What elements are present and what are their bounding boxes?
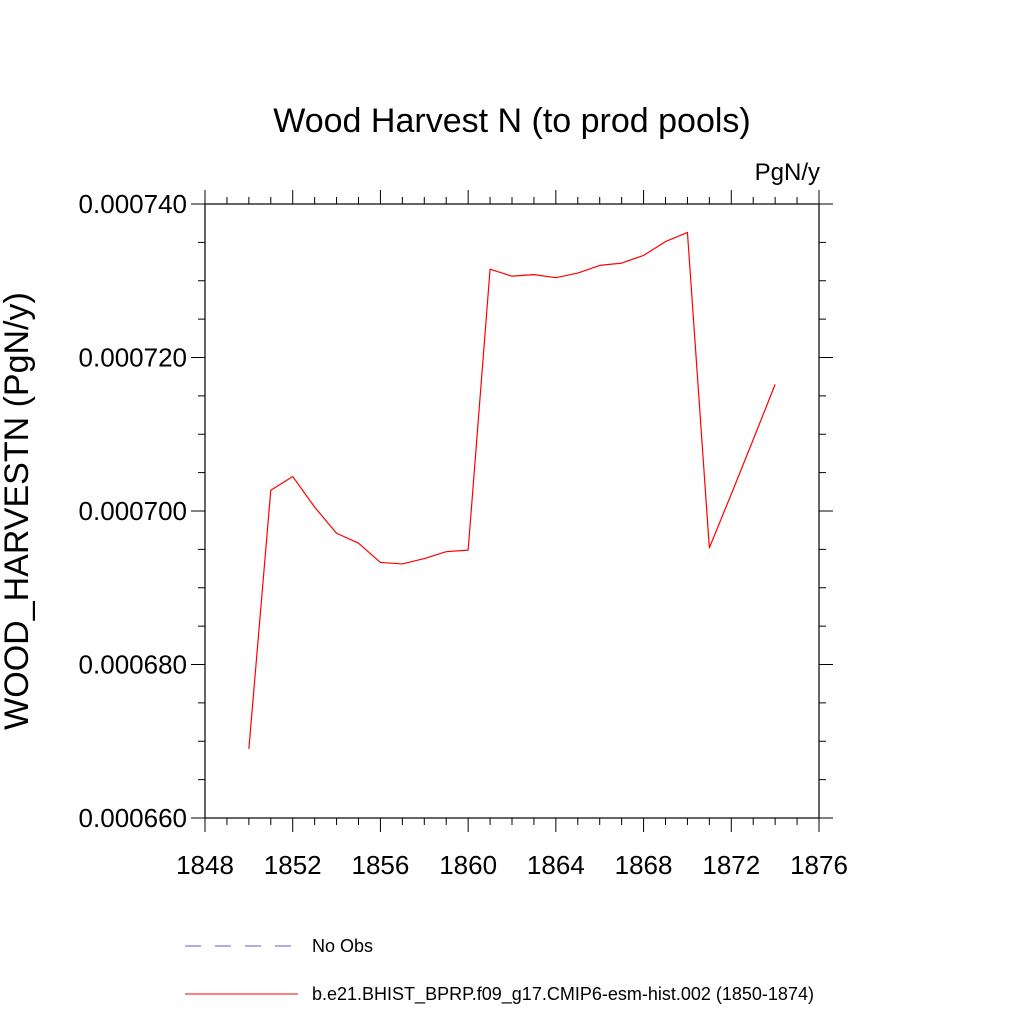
series-layer xyxy=(248,231,776,749)
y-tick-label: 0.000700 xyxy=(79,496,187,526)
units-label: PgN/y xyxy=(755,159,820,186)
y-tick-label: 0.000680 xyxy=(79,650,187,680)
x-tick-label: 1864 xyxy=(527,850,585,880)
y-axis-label: WOOD_HARVESTN (PgN/y) xyxy=(0,292,36,730)
series-line xyxy=(248,231,776,749)
x-tick-label: 1860 xyxy=(439,850,497,880)
y-axis: 0.000660 0.000680 0.000700 0.000720 0.000740 xyxy=(79,189,833,833)
y-tick-label: 0.000720 xyxy=(79,343,187,373)
y-tick-label: 0.000740 xyxy=(79,189,187,219)
legend: No Obs b.e21.BHIST_BPRP.f09_g17.CMIP6-esm… xyxy=(185,936,814,1005)
y-tick-label: 0.000660 xyxy=(79,803,187,833)
plot-frame xyxy=(204,203,820,819)
chart-title: Wood Harvest N (to prod pools) xyxy=(273,102,750,140)
x-axis: 1848 1852 1856 1860 1864 1868 1872 1876 xyxy=(176,190,848,880)
x-tick-label: 1876 xyxy=(790,850,848,880)
x-tick-label: 1856 xyxy=(352,850,410,880)
legend-label: No Obs xyxy=(312,936,373,956)
x-tick-label: 1872 xyxy=(702,850,760,880)
legend-label: b.e21.BHIST_BPRP.f09_g17.CMIP6-esm-hist.… xyxy=(312,984,814,1005)
x-tick-label: 1852 xyxy=(264,850,322,880)
x-tick-label: 1868 xyxy=(615,850,673,880)
x-tick-label: 1848 xyxy=(176,850,234,880)
